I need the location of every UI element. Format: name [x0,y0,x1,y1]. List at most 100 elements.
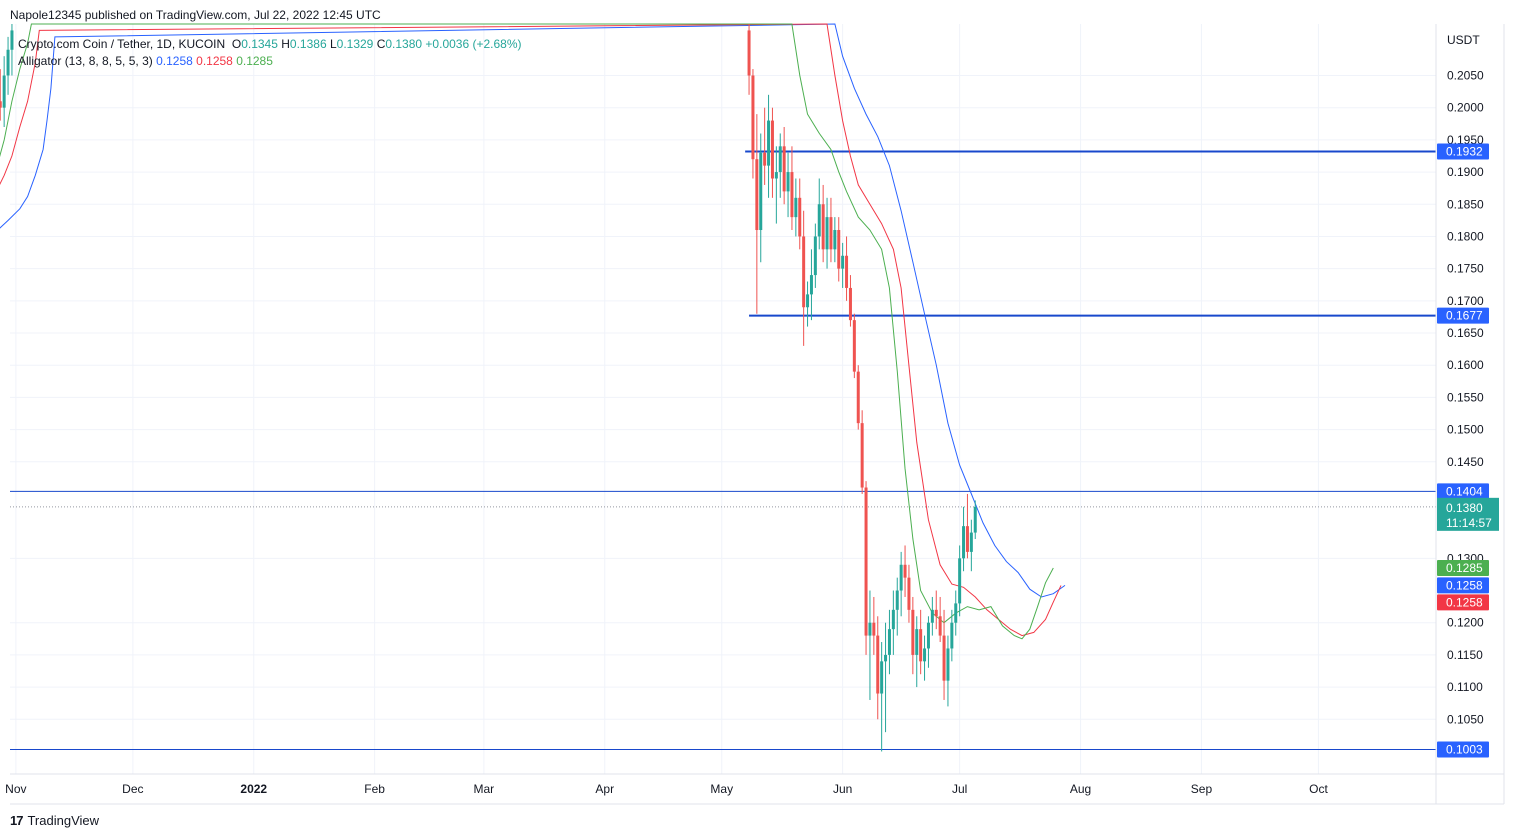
x-tick-label: Jun [833,782,852,796]
candle-body [864,487,868,636]
x-tick-label: Mar [474,782,495,796]
candle-body [950,622,954,649]
indicator-badge-lips-text: 0.1285 [1446,561,1483,575]
x-tick-label: Nov [5,782,26,796]
candle-body [786,172,790,192]
candle-body [747,30,751,76]
candle-body [965,526,969,552]
hline-price-badge [1437,307,1489,324]
candle-body [782,146,786,192]
chart-axes [10,24,1505,805]
candle-body [755,159,759,231]
chart-grid [10,24,1436,774]
legend-low: 0.1329 [336,37,374,51]
candle-body [973,506,977,533]
x-tick-label: 2022 [240,782,267,796]
legend-close: 0.1380 [385,37,423,51]
alligator-teeth-line [0,23,1062,637]
legend-high-label: H [281,37,290,51]
y-tick-label: 0.1800 [1447,229,1484,243]
candle-body [790,172,794,218]
x-tick-label: Feb [364,782,385,796]
indicator-badge-jaw-text: 0.1258 [1446,578,1483,592]
indicator-badge-teeth-text: 0.1258 [1446,595,1483,609]
candle-body [926,622,930,649]
x-tick-label: Dec [122,782,143,796]
y-tick-label: 0.1700 [1447,294,1484,308]
candle-body [938,616,942,636]
candle-body [962,526,966,559]
candle-body [821,204,825,250]
footer-brand[interactable]: TradingView [27,813,100,828]
candle-body [829,217,833,250]
candle-body [876,635,880,694]
legend-low-label: L [329,37,337,51]
legend-lips-value: 0.1285 [236,54,273,68]
y-tick-label: 0.1500 [1447,423,1484,437]
y-tick-label: 0.1550 [1447,390,1484,404]
legend-open-label: O [231,37,242,51]
tradingview-logo-icon: 17 [10,813,24,828]
candle-body [887,629,891,655]
candle-body [895,590,899,610]
legend-high: 0.1386 [289,37,327,51]
candle-body [907,577,911,610]
hline-price-badge [1437,741,1489,758]
hline-price-badge [1437,483,1489,500]
indicator-badge-lips [1437,559,1489,576]
candle-body [817,204,821,237]
legend-symbol-row: Crypto.com Coin / Tether, 1D, KUCOIN O 0.… [18,36,522,53]
x-tick-label: Apr [595,782,614,796]
legend-jaw-value: 0.1258 [156,54,193,68]
candle-body [884,654,888,662]
candles [0,24,977,752]
candle-body [798,197,802,237]
x-tick-label: Oct [1309,782,1328,796]
candle-body [899,564,903,591]
indicator-badge-teeth [1437,594,1489,611]
candle-body [759,152,763,231]
y-tick-label: 0.1900 [1447,165,1484,179]
countdown-text: 11:14:57 [1446,516,1492,530]
y-tick-label: 0.1200 [1447,616,1484,630]
candle-body [778,146,782,173]
candle-body [934,609,938,617]
y-tick-label: 0.2000 [1447,101,1484,115]
y-tick-label: 0.1950 [1447,133,1484,147]
candle-body [837,230,841,269]
legend-symbol[interactable]: Crypto.com Coin / Tether, 1D, KUCOIN [18,37,226,51]
candle-body [872,622,876,636]
footer: 17 TradingView [10,813,99,828]
hline-price-badge-text: 0.1003 [1446,743,1483,757]
y-tick-label: 0.1750 [1447,262,1484,276]
candle-body [903,564,907,578]
candle-body [860,423,864,488]
candle-body [813,236,817,276]
currency-label: USDT [1447,33,1480,47]
candle-body [751,75,755,160]
candle-body [880,661,884,694]
candle-body [954,603,958,623]
candle-body [915,629,919,655]
candle-body [868,622,872,636]
candle-body [923,648,927,662]
y-tick-label: 0.1850 [1447,197,1484,211]
alligator-jaw-line [0,23,1066,598]
legend-close-label: C [376,37,386,51]
y-tick-label: 0.1650 [1447,326,1484,340]
x-tick-label: May [710,782,733,796]
y-tick-label: 0.1050 [1447,712,1484,726]
legend-change: +0.0036 (+2.68%) [425,37,522,51]
candle-body [930,609,934,623]
chart-legend: Crypto.com Coin / Tether, 1D, KUCOIN O 0.… [18,36,522,70]
candle-body [809,275,813,295]
candle-body [802,236,806,308]
x-axis-tick-labels: Nov Dec 2022 Feb Mar Apr May Jun Jul Aug Sep Oct [5,782,1328,796]
y-tick-label: 0.1100 [1447,680,1483,694]
legend-indicator[interactable]: Alligator (13, 8, 8, 5, 5, 3) [18,54,153,68]
candle-body [825,217,829,250]
candle-body [852,320,856,372]
horizontal-lines [10,150,1436,751]
